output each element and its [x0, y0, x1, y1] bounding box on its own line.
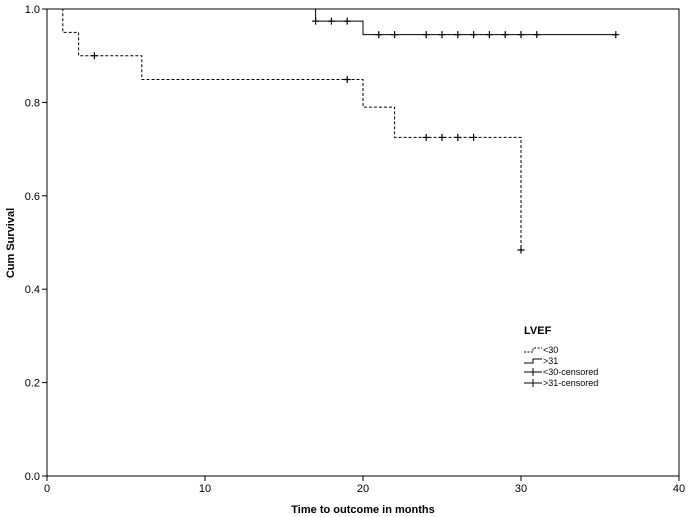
legend-label: >31: [543, 356, 558, 366]
x-tick-label: 20: [357, 483, 369, 495]
legend-swatch: [524, 379, 542, 387]
survival-curve-lt30: [47, 8, 522, 250]
legend: LVEF <30>31<30-censored>31-censored: [524, 325, 598, 388]
survival-curve-gt31: [47, 8, 616, 36]
legend-item: >31-censored: [524, 378, 598, 388]
legend-swatch: [524, 347, 542, 353]
y-tick-label: 1.0: [25, 4, 40, 16]
x-tick-label: 0: [44, 483, 50, 495]
y-axis: 0.0 0.2 0.4 0.6 0.8 1.0: [25, 4, 47, 483]
censor-mark-lt30: [90, 52, 98, 60]
legend-label: <30-censored: [543, 367, 598, 377]
legend-label: >31-censored: [543, 378, 598, 388]
censor-mark-lt30: [470, 133, 478, 141]
censor-mark-lt30: [343, 76, 351, 84]
y-tick-label: 0.8: [25, 97, 40, 109]
y-tick-label: 0.0: [25, 471, 40, 483]
censor-mark-gt31: [454, 31, 462, 39]
censor-mark-gt31: [612, 31, 620, 39]
censor-mark-gt31: [391, 31, 399, 39]
legend-swatch: [524, 358, 542, 364]
x-tick-label: 30: [515, 483, 527, 495]
y-tick-label: 0.6: [25, 191, 40, 203]
legend-swatch: [524, 368, 542, 376]
x-tick-label: 10: [199, 483, 211, 495]
legend-label: <30: [543, 345, 558, 355]
censor-mark-gt31: [343, 17, 351, 25]
x-axis: 0 10 20 30 40: [44, 476, 685, 495]
x-tick-label: 40: [673, 483, 685, 495]
censor-mark-gt31: [517, 31, 525, 39]
legend-item: <30: [524, 345, 558, 355]
censor-mark-gt31: [533, 31, 541, 39]
legend-item: >31: [524, 356, 558, 366]
censor-mark-gt31: [485, 31, 493, 39]
y-tick-label: 0.4: [25, 284, 40, 296]
legend-title: LVEF: [524, 325, 552, 337]
censor-mark-gt31: [327, 17, 335, 25]
x-axis-title: Time to outcome in months: [291, 504, 434, 516]
y-axis-title: Cum Survival: [5, 208, 17, 278]
censor-mark-gt31: [375, 31, 383, 39]
censor-mark-gt31: [312, 17, 320, 25]
censor-mark-lt30: [438, 133, 446, 141]
censor-mark-lt30: [422, 133, 430, 141]
censor-mark-gt31: [501, 31, 509, 39]
y-tick-label: 0.2: [25, 378, 40, 390]
censor-mark-lt30: [517, 246, 525, 254]
series-layer: [47, 8, 620, 254]
censor-mark-gt31: [470, 31, 478, 39]
censor-mark-lt30: [454, 133, 462, 141]
censor-mark-gt31: [422, 31, 430, 39]
legend-item: <30-censored: [524, 367, 598, 377]
censor-mark-gt31: [438, 31, 446, 39]
